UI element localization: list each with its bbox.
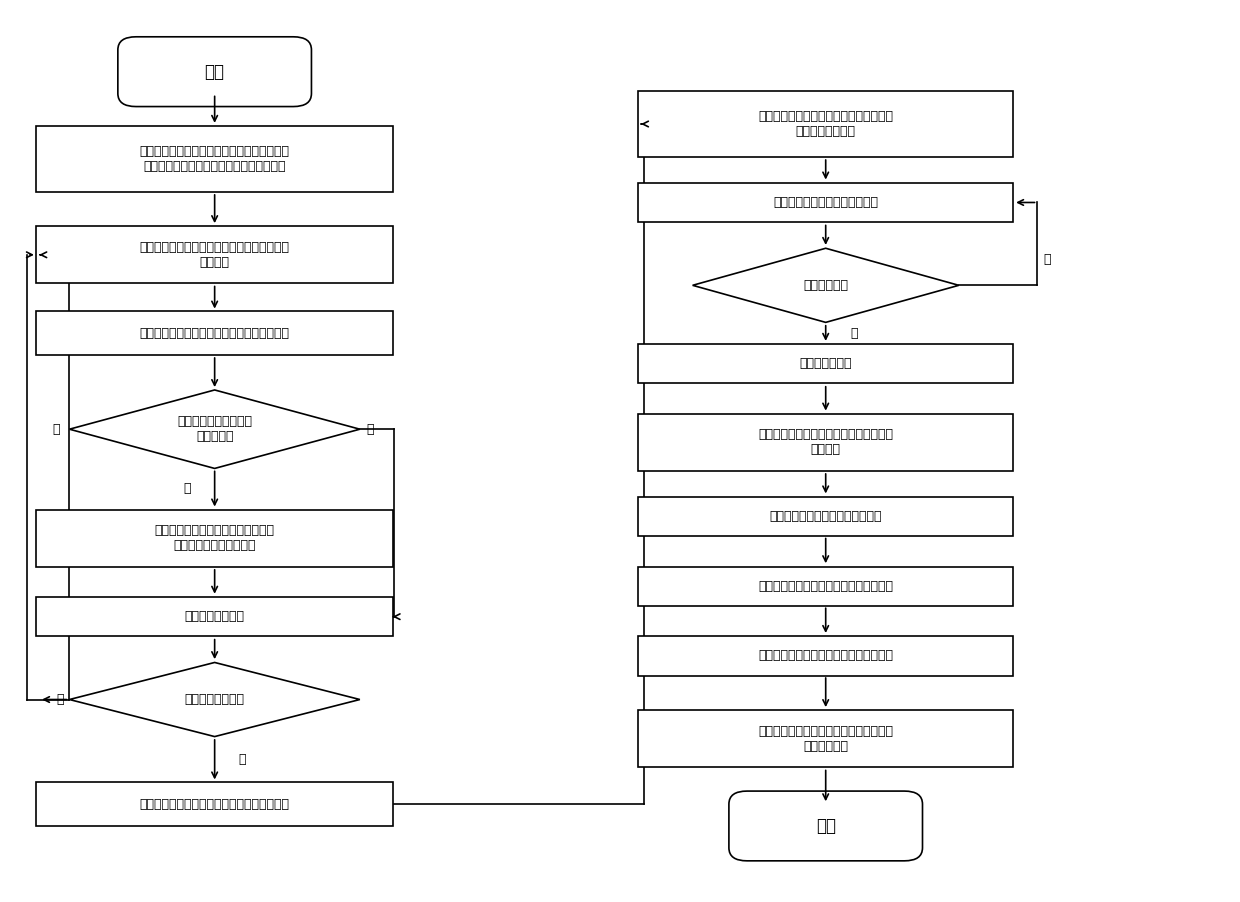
Text: 否: 否 — [52, 423, 60, 436]
Text: 是: 是 — [239, 753, 247, 766]
Text: 利用改进的最小生成树算法求解: 利用改进的最小生成树算法求解 — [774, 196, 878, 209]
Text: 结束: 结束 — [816, 817, 836, 835]
Text: 否: 否 — [1044, 253, 1052, 266]
Polygon shape — [69, 662, 360, 737]
Text: 是: 是 — [849, 327, 857, 340]
FancyBboxPatch shape — [639, 183, 1013, 222]
Polygon shape — [69, 390, 360, 468]
FancyBboxPatch shape — [729, 791, 923, 861]
Polygon shape — [693, 248, 959, 322]
Text: 各分区内的总负荷是否
小于其容量: 各分区内的总负荷是否 小于其容量 — [177, 415, 252, 443]
Text: 是否为最优解: 是否为最优解 — [804, 279, 848, 292]
Text: 建立年投资和停电成本之和最小的联络线
规划模型: 建立年投资和停电成本之和最小的联络线 规划模型 — [758, 428, 893, 456]
FancyBboxPatch shape — [36, 597, 393, 636]
Text: 确定年投资成本和停电成本之和最小的联
络线规划方案: 确定年投资成本和停电成本之和最小的联 络线规划方案 — [758, 725, 893, 753]
Text: 计算新的聚类中心: 计算新的聚类中心 — [185, 610, 244, 623]
Text: 根据变电站的总负荷和线路允许的最大负载量
确定负荷点分区的数量，选取初始聚类中心: 根据变电站的总负荷和线路允许的最大负载量 确定负荷点分区的数量，选取初始聚类中心 — [140, 145, 290, 173]
FancyBboxPatch shape — [118, 37, 311, 106]
FancyBboxPatch shape — [36, 226, 393, 283]
Text: 是: 是 — [366, 423, 373, 436]
FancyBboxPatch shape — [639, 345, 1013, 383]
Text: 计算负荷权重因子，并修正各负荷点与聚类中
心的距离: 计算负荷权重因子，并修正各负荷点与聚类中 心的距离 — [140, 241, 290, 269]
FancyBboxPatch shape — [36, 510, 393, 566]
Text: 否: 否 — [56, 693, 63, 706]
Text: 按照修正距离最小的原则进行负荷点聚类分区: 按照修正距离最小的原则进行负荷点聚类分区 — [140, 327, 290, 340]
FancyBboxPatch shape — [639, 414, 1013, 471]
Text: 输出主网架方案: 输出主网架方案 — [800, 357, 852, 371]
Text: 建立投资、运行和地理障碍成本之和最小
的主网架规划模型: 建立投资、运行和地理障碍成本之和最小 的主网架规划模型 — [758, 110, 893, 138]
Text: 确定各分区之间的待选联络线集合: 确定各分区之间的待选联络线集合 — [770, 510, 882, 523]
Text: 根据不同的负荷转供情况计算年停电成本: 根据不同的负荷转供情况计算年停电成本 — [758, 649, 893, 662]
FancyBboxPatch shape — [36, 782, 393, 826]
Text: 否: 否 — [184, 483, 191, 495]
Text: 输出负荷点聚类结果，确定各分区的源负荷点: 输出负荷点聚类结果，确定各分区的源负荷点 — [140, 797, 290, 811]
Text: 开始: 开始 — [205, 62, 224, 80]
FancyBboxPatch shape — [36, 126, 393, 191]
Text: 将负荷点划分至相邻的有功容量裕度
大于该点负荷值的分区内: 将负荷点划分至相邻的有功容量裕度 大于该点负荷值的分区内 — [155, 524, 274, 552]
Text: 是否满足终止条件: 是否满足终止条件 — [185, 693, 244, 706]
FancyBboxPatch shape — [639, 497, 1013, 536]
Text: 确定可转供线路集合和不可转供线路集合: 确定可转供线路集合和不可转供线路集合 — [758, 580, 893, 593]
FancyBboxPatch shape — [639, 566, 1013, 606]
FancyBboxPatch shape — [639, 91, 1013, 157]
FancyBboxPatch shape — [639, 711, 1013, 767]
FancyBboxPatch shape — [639, 636, 1013, 676]
FancyBboxPatch shape — [36, 311, 393, 355]
